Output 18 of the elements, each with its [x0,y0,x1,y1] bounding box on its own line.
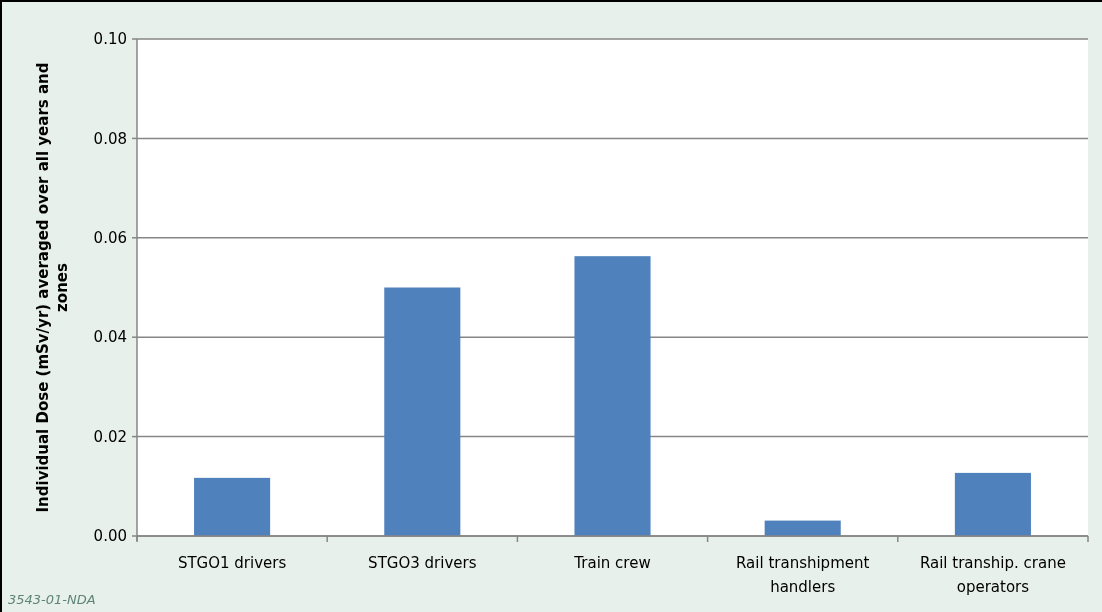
bar [194,477,271,536]
bar [954,472,1031,536]
x-tick-label: Rail transhipment handlers [736,554,870,596]
y-tick-label: 0.02 [93,427,127,446]
y-tick-label: 0.08 [93,129,127,148]
text: 3543-01-NDA [8,592,96,607]
x-tick-label: Rail tranship. crane operators [919,554,1066,596]
y-tick-label: 0.04 [93,328,127,347]
bar [574,256,651,536]
bar [384,287,461,536]
x-tick-label: STGO3 drivers [368,554,477,572]
y-tick-label: 0.10 [93,30,127,49]
y-tick-label: 0.06 [93,229,127,248]
x-tick-label: STGO1 drivers [177,554,287,572]
y-tick-label: 0.00 [93,527,127,546]
y-axis-title: Individual Dose (mSv/yr) averaged over all years and zones [34,62,71,513]
bar [764,520,841,536]
x-tick-label: Train crew [573,554,651,572]
